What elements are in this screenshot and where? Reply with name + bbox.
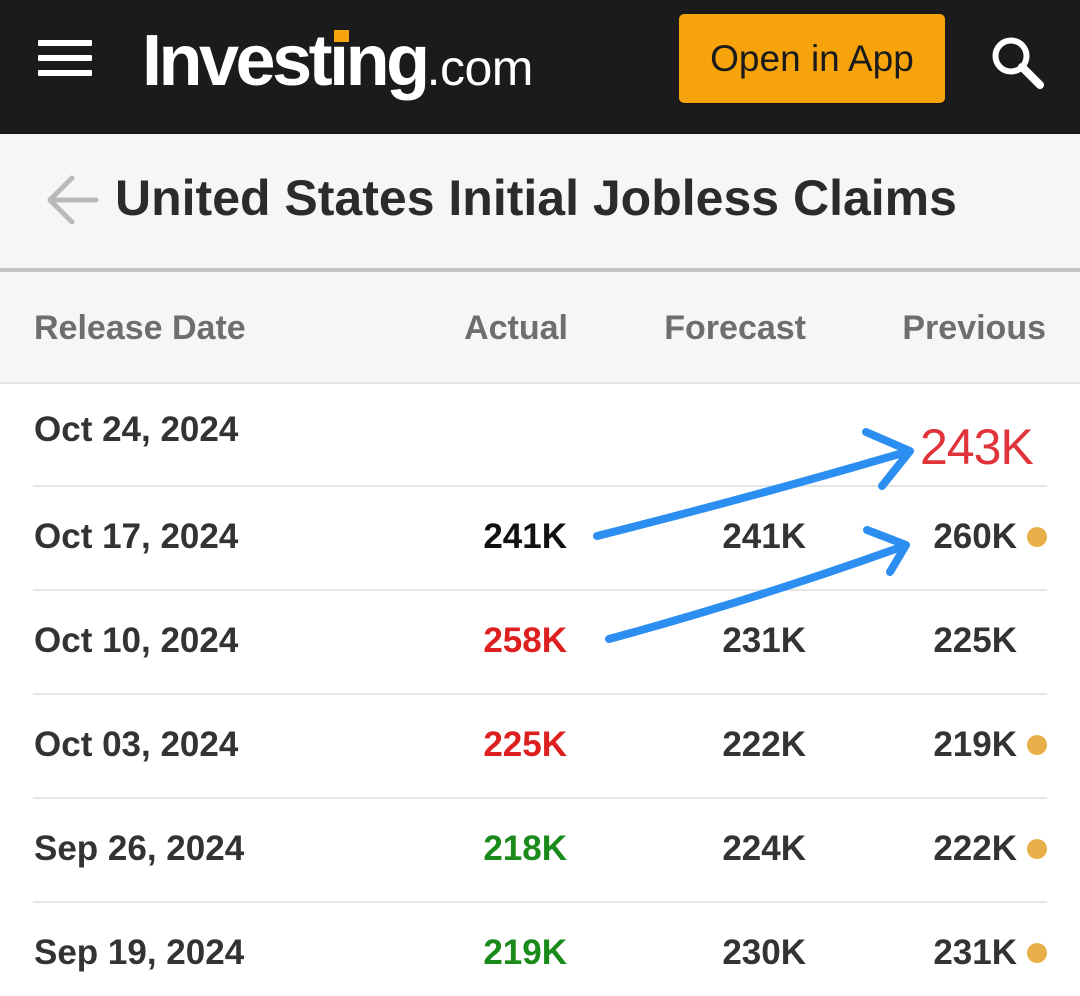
annotation-handwritten-value: 243K: [920, 419, 1034, 475]
table-header: Release Date Actual Forecast Previous: [0, 272, 1080, 384]
table-row[interactable]: Oct 24, 2024: [33, 384, 1047, 487]
revised-dot-icon: [1027, 839, 1047, 859]
actual-value-cell: 218K: [483, 829, 567, 868]
previous-value-cell: 222K: [933, 829, 1017, 868]
actual-value-cell: 219K: [483, 933, 567, 972]
hamburger-menu-icon[interactable]: [38, 40, 92, 76]
release-date-cell: Oct 10, 2024: [34, 621, 239, 660]
actual-value-cell: 258K: [483, 621, 567, 660]
column-header-release-date[interactable]: Release Date: [34, 309, 246, 347]
release-date-cell: Sep 26, 2024: [34, 829, 245, 868]
back-arrow-icon[interactable]: [44, 174, 100, 226]
previous-value-cell: 219K: [933, 725, 1017, 764]
page-title: United States Initial Jobless Claims: [115, 170, 957, 226]
release-date-cell: Oct 17, 2024: [34, 517, 239, 556]
logo-suffix: .com: [426, 40, 534, 96]
forecast-value-cell: 224K: [722, 829, 806, 868]
actual-value-cell: 241K: [483, 517, 567, 556]
table-row[interactable]: Oct 03, 2024 225K 222K 219K: [33, 695, 1047, 799]
release-date-cell: Oct 03, 2024: [34, 725, 239, 764]
previous-value-cell: 231K: [933, 933, 1017, 972]
table-row[interactable]: Sep 19, 2024 219K 230K 231K: [33, 903, 1047, 996]
search-icon[interactable]: [988, 34, 1046, 90]
forecast-value-cell: 231K: [722, 621, 806, 660]
release-date-cell: Sep 19, 2024: [34, 933, 245, 972]
page-title-bar: United States Initial Jobless Claims: [0, 134, 1080, 272]
forecast-value-cell: 241K: [722, 517, 806, 556]
revised-dot-icon: [1027, 943, 1047, 963]
logo-wordmark: Investing: [142, 21, 430, 101]
column-header-actual[interactable]: Actual: [464, 309, 568, 347]
previous-value-cell: 225K: [933, 621, 1017, 660]
previous-value-cell: 260K: [933, 517, 1017, 556]
revised-dot-icon: [1027, 527, 1047, 547]
top-navigation-bar: Investing.com Open in App: [0, 0, 1080, 134]
forecast-value-cell: 230K: [722, 933, 806, 972]
release-history-table: Oct 24, 2024 Oct 17, 2024 241K 241K 260K…: [0, 384, 1080, 996]
table-row[interactable]: Oct 17, 2024 241K 241K 260K: [33, 487, 1047, 591]
actual-value-cell: 225K: [483, 725, 567, 764]
table-row[interactable]: Sep 26, 2024 218K 224K 222K: [33, 799, 1047, 903]
logo-accent-letter: i: [329, 16, 349, 106]
table-row[interactable]: Oct 10, 2024 258K 231K 225K: [33, 591, 1047, 695]
column-header-forecast[interactable]: Forecast: [664, 309, 806, 347]
release-date-cell: Oct 24, 2024: [34, 410, 239, 449]
investing-logo[interactable]: Investing.com: [142, 16, 533, 106]
forecast-value-cell: 222K: [722, 725, 806, 764]
revised-dot-icon: [1027, 735, 1047, 755]
open-in-app-button[interactable]: Open in App: [679, 14, 945, 103]
column-header-previous[interactable]: Previous: [902, 309, 1046, 347]
